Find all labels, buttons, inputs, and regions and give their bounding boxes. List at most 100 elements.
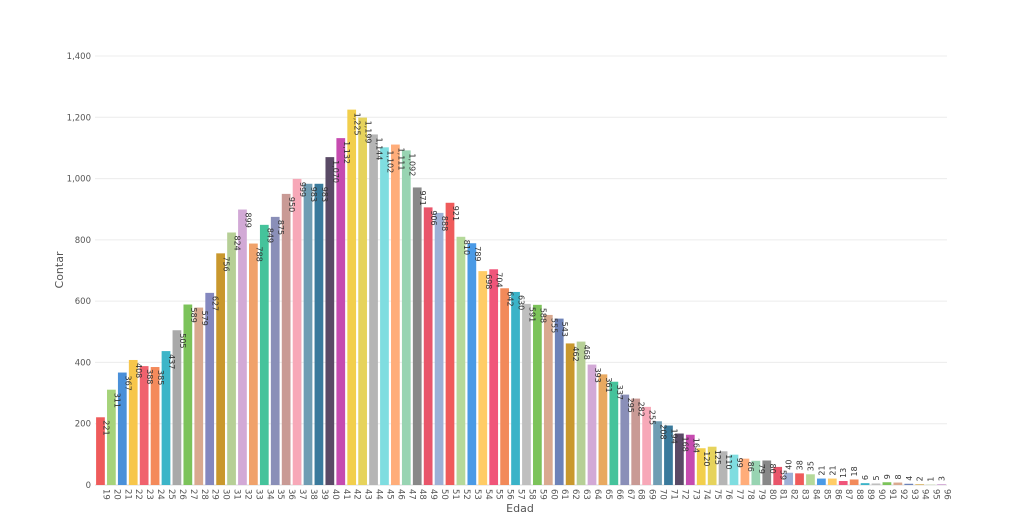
bar <box>117 372 127 485</box>
bar <box>522 303 531 485</box>
bar-value-label: 38 <box>796 460 805 470</box>
x-tick-label: 49 <box>428 489 438 500</box>
x-tick-label: 33 <box>253 489 263 500</box>
bar <box>762 460 772 485</box>
y-tick-label: 1,200 <box>67 113 91 123</box>
bar <box>882 482 892 485</box>
bar-value-label: 849 <box>265 228 274 243</box>
x-tick-label: 68 <box>636 489 646 500</box>
x-tick-label: 39 <box>319 489 329 500</box>
bar <box>773 466 783 485</box>
bar-value-label: 40 <box>785 460 794 470</box>
bar-value-label: 906 <box>429 210 438 225</box>
bar-value-label: 367 <box>123 376 132 391</box>
bar <box>871 483 881 485</box>
x-tick-label: 23 <box>144 489 154 500</box>
x-tick-label: 90 <box>876 489 886 500</box>
x-tick-label: 84 <box>810 489 820 500</box>
bar <box>281 193 291 485</box>
x-tick-label: 40 <box>330 489 340 500</box>
x-tick-label: 52 <box>461 489 471 500</box>
x-tick-label: 38 <box>308 489 318 500</box>
y-tick-label: 0 <box>86 481 91 491</box>
x-tick-label: 34 <box>264 489 274 500</box>
y-tick-label: 600 <box>75 297 91 307</box>
x-tick-label: 86 <box>832 489 842 500</box>
bar-value-label: 888 <box>440 216 449 231</box>
x-tick-label: 50 <box>439 489 449 500</box>
y-tick-label: 1,400 <box>67 52 91 62</box>
x-tick-label: 87 <box>843 489 853 500</box>
x-tick-label: 24 <box>155 489 165 500</box>
x-tick-label: 55 <box>494 489 504 500</box>
bar <box>445 202 455 485</box>
bar <box>740 458 750 485</box>
bar-value-label: 824 <box>233 236 242 251</box>
bar <box>314 183 324 486</box>
bar <box>303 183 313 486</box>
bar <box>401 150 411 485</box>
bar <box>128 359 138 485</box>
bar-value-label: 983 <box>320 187 329 202</box>
bar <box>631 398 641 485</box>
bar-value-label: 437 <box>167 354 176 369</box>
bar-value-label: 468 <box>582 345 591 360</box>
bar <box>96 417 105 485</box>
x-tick-label: 95 <box>931 489 941 500</box>
bar <box>653 421 662 485</box>
y-tick-label: 200 <box>75 420 91 430</box>
y-tick-label: 400 <box>75 358 91 368</box>
bar-value-label: 2 <box>916 476 925 481</box>
x-tick-label: 94 <box>920 489 930 500</box>
x-tick-label: 96 <box>942 489 952 500</box>
bar <box>642 406 651 485</box>
bar <box>467 243 477 485</box>
x-tick-label: 76 <box>723 489 733 500</box>
x-tick-label: 70 <box>658 489 668 500</box>
x-tick-label: 19 <box>100 489 110 500</box>
bar-value-label: 1,070 <box>331 160 340 183</box>
bar <box>325 157 335 485</box>
bar-value-label: 120 <box>702 451 711 466</box>
x-tick-label: 79 <box>756 489 766 500</box>
x-tick-label: 25 <box>166 489 176 500</box>
bar <box>107 389 116 485</box>
x-tick-label: 20 <box>111 489 121 500</box>
bar <box>227 232 236 485</box>
x-tick-label: 62 <box>570 489 580 500</box>
x-tick-label: 73 <box>690 489 700 500</box>
bar <box>500 288 509 485</box>
bar-value-label: 282 <box>637 402 646 417</box>
bar-value-label: 110 <box>724 454 733 469</box>
bar-value-label: 5 <box>872 475 881 480</box>
bar-value-label: 588 <box>538 308 547 323</box>
bar <box>849 479 859 485</box>
bar <box>161 351 171 485</box>
bar <box>347 109 357 485</box>
bar <box>533 304 542 485</box>
bar-value-label: 1,225 <box>353 113 362 136</box>
y-tick-label: 1,000 <box>67 175 91 185</box>
x-tick-label: 78 <box>745 489 755 500</box>
bar-value-label: 1,092 <box>407 153 416 176</box>
bar-value-label: 950 <box>287 197 296 212</box>
bar-value-label: 971 <box>418 190 427 205</box>
bar-value-label: 589 <box>189 308 198 323</box>
bar-value-label: 1,111 <box>396 148 405 171</box>
bar-value-label: 462 <box>571 346 580 361</box>
x-tick-label: 46 <box>395 489 405 500</box>
bar-value-label: 79 <box>757 464 766 474</box>
bar <box>554 318 564 485</box>
x-tick-label: 47 <box>406 489 416 500</box>
x-tick-label: 54 <box>483 489 493 500</box>
x-tick-label: 80 <box>767 489 777 500</box>
bar <box>675 433 684 485</box>
bar-value-label: 3 <box>938 476 947 481</box>
bar <box>423 207 433 485</box>
bar <box>292 178 302 485</box>
bar <box>391 144 400 485</box>
bar <box>139 366 149 485</box>
bar-value-label: 59 <box>779 470 788 480</box>
